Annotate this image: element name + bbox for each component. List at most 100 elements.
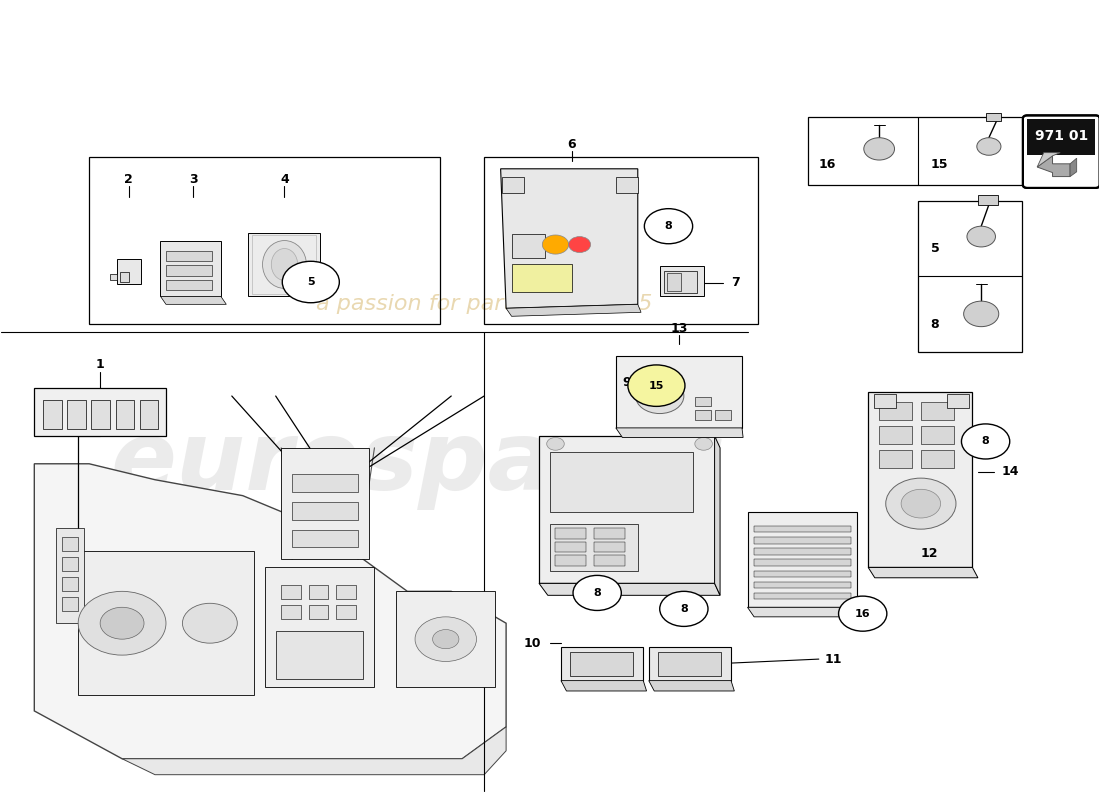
Bar [252,235,317,294]
Circle shape [432,630,459,649]
Circle shape [838,596,887,631]
Bar [570,652,634,676]
Circle shape [901,490,940,518]
Bar [166,251,212,262]
Circle shape [415,617,476,662]
Text: 5: 5 [307,277,315,287]
Text: 8: 8 [680,604,688,614]
Text: 16: 16 [818,158,836,171]
Bar [117,259,141,285]
Bar [668,274,681,290]
Bar [62,537,78,551]
Bar [755,548,850,554]
Circle shape [695,438,713,450]
Text: a passion for parts since 1985: a passion for parts since 1985 [316,294,652,314]
Circle shape [977,138,1001,155]
Bar [91,400,110,429]
Polygon shape [1070,158,1077,177]
Polygon shape [1037,153,1060,167]
Bar [556,528,586,538]
Bar [166,280,212,290]
Bar [748,512,857,607]
Text: 1: 1 [96,358,104,370]
Bar [921,450,954,468]
Bar [616,356,743,428]
Polygon shape [1037,156,1070,177]
Bar [616,177,638,193]
Text: 8: 8 [593,588,601,598]
Bar [396,591,495,687]
Circle shape [283,262,339,302]
Text: 8: 8 [981,437,990,446]
Text: 11: 11 [824,653,842,666]
Bar [660,266,704,296]
Bar [512,234,544,258]
Bar [715,410,732,420]
Circle shape [864,138,894,160]
Polygon shape [561,681,647,691]
Bar [755,526,850,532]
Bar [293,474,358,492]
Circle shape [886,478,956,529]
Bar [43,400,62,429]
Bar [755,537,850,543]
Bar [921,426,954,444]
Bar [265,567,374,687]
Circle shape [100,607,144,639]
Polygon shape [34,464,506,758]
Polygon shape [649,681,735,691]
Text: 8: 8 [664,222,672,231]
Ellipse shape [263,241,307,288]
Polygon shape [616,428,744,438]
Bar [539,436,715,583]
Polygon shape [500,169,638,308]
Circle shape [645,209,693,244]
Text: 10: 10 [524,637,541,650]
Circle shape [573,575,622,610]
Text: 8: 8 [931,318,939,330]
Bar [62,577,78,591]
Bar [56,527,84,623]
Bar [161,241,221,296]
Bar [166,266,212,276]
Bar [879,450,912,468]
Bar [336,585,355,599]
Bar [309,585,329,599]
Bar [561,647,644,681]
Circle shape [636,378,684,414]
Bar [556,555,586,566]
Bar [502,177,524,193]
Bar [664,271,697,293]
Circle shape [183,603,238,643]
Bar [947,394,969,408]
Bar [978,195,998,205]
Circle shape [542,235,569,254]
Bar [695,410,712,420]
Bar [873,394,895,408]
Bar [62,597,78,611]
Circle shape [628,365,685,406]
Bar [921,402,954,420]
Bar [755,559,850,566]
Bar [594,542,625,552]
Text: 15: 15 [649,381,664,390]
Bar [282,585,301,599]
FancyBboxPatch shape [1023,115,1100,188]
Bar [78,551,254,695]
Circle shape [967,226,996,247]
Bar [550,523,638,571]
Text: 7: 7 [732,276,740,290]
Bar [282,448,369,559]
Polygon shape [748,607,862,617]
Circle shape [964,301,999,326]
Circle shape [569,237,591,253]
Bar [140,400,158,429]
Circle shape [647,386,673,406]
Bar [550,452,693,512]
Bar [293,502,358,519]
Polygon shape [122,727,506,774]
Bar [249,233,320,296]
Bar [649,647,732,681]
Bar [1027,118,1096,155]
Bar [336,605,355,619]
